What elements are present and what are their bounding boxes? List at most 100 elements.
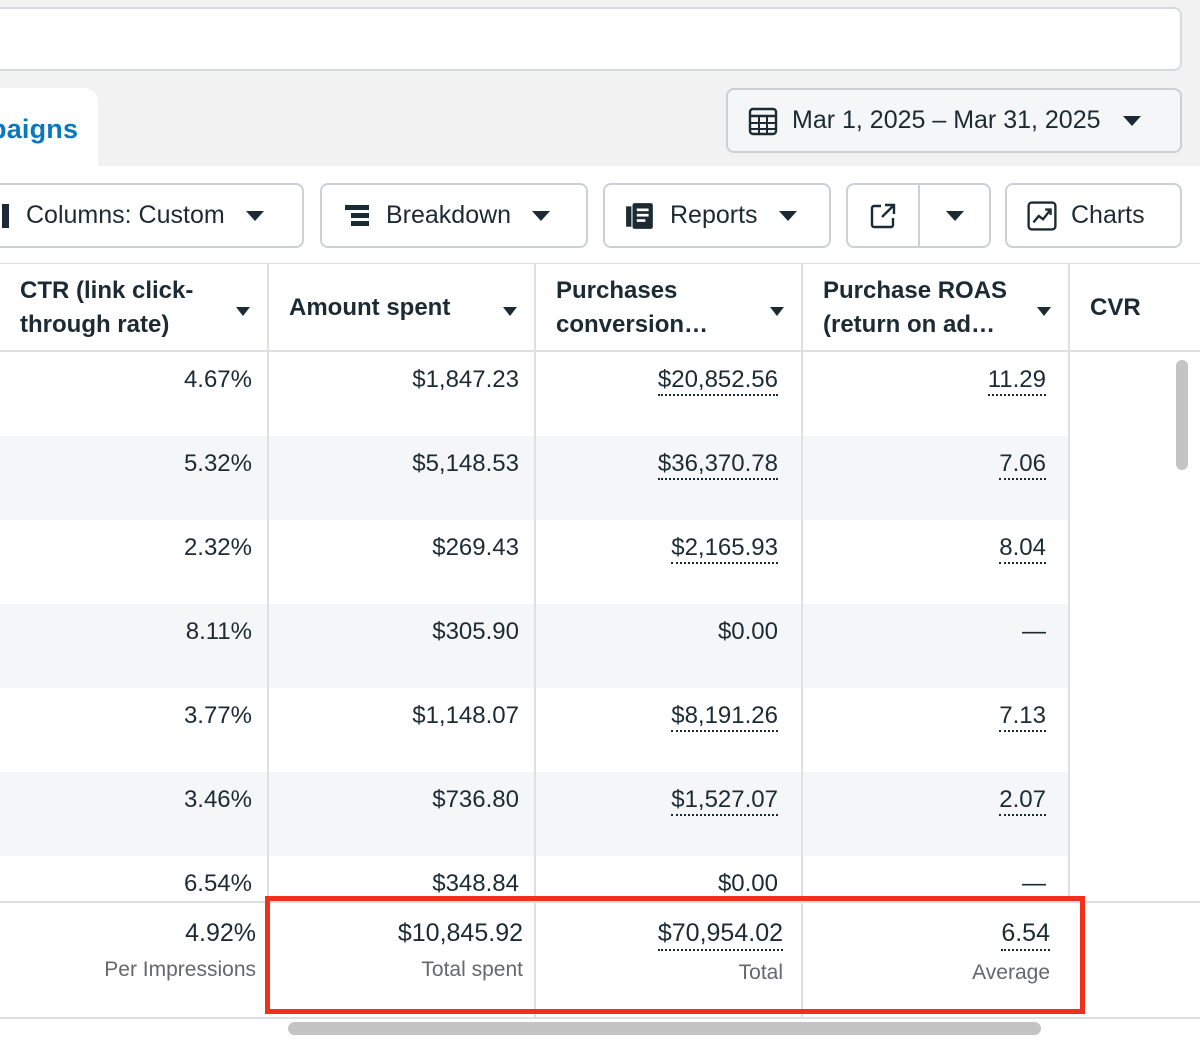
export-dropdown-button[interactable]	[920, 185, 989, 246]
column-header-cvr-label: CVR	[1090, 294, 1141, 321]
breakdown-icon	[345, 204, 369, 226]
column-header-amount-spent[interactable]: Amount spent	[269, 264, 536, 352]
export-button-group	[846, 183, 991, 248]
cell-value: $5,148.53	[412, 450, 519, 477]
chevron-down-icon	[245, 210, 264, 221]
table-cell-ctr: 2.32%	[184, 534, 252, 562]
column-header-ctr-label: CTR (link click- through rate)	[20, 274, 193, 342]
table-cell-purchases[interactable]: $1,527.07	[671, 786, 778, 816]
table-cell-amount: $736.80	[432, 786, 519, 814]
chevron-down-icon	[1122, 115, 1141, 126]
reports-button[interactable]: Reports	[603, 183, 831, 248]
column-header-roas-label: Purchase ROAS (return on ad…	[823, 274, 1007, 342]
table-row[interactable]: 6.54% $348.84 $0.00 —	[0, 856, 1068, 940]
sort-caret-icon[interactable]	[236, 307, 250, 316]
column-divider	[1068, 352, 1070, 902]
cell-value: —	[1022, 870, 1046, 897]
reports-label: Reports	[670, 201, 758, 229]
table-cell-amount: $269.43	[432, 534, 519, 562]
table-row[interactable]: 2.32% $269.43 $2,165.93 8.04	[0, 520, 1068, 604]
total-amount-spent: $10,845.92 Total spent	[398, 919, 523, 982]
breakdown-button[interactable]: Breakdown	[320, 183, 588, 248]
sort-caret-icon[interactable]	[503, 307, 517, 316]
cell-value: 2.32%	[183, 534, 252, 561]
cell-value: $1,847.23	[412, 366, 519, 393]
table-cell-amount: $1,847.23	[412, 366, 519, 394]
table-cell-purchases[interactable]: $8,191.26	[671, 702, 778, 732]
table-row[interactable]: 4.67% $1,847.23 $20,852.56 11.29	[0, 352, 1068, 436]
table-cell-roas[interactable]: —	[1022, 870, 1046, 898]
table-cell-purchases[interactable]: $0.00	[718, 870, 778, 898]
table-cell-ctr: 5.32%	[184, 450, 252, 478]
table-row[interactable]: 3.77% $1,148.07 $8,191.26 7.13	[0, 688, 1068, 772]
table-cell-purchases[interactable]: $36,370.78	[657, 450, 778, 480]
columns-button[interactable]: Columns: Custom	[0, 183, 304, 248]
tab-campaigns[interactable]: paigns	[0, 88, 98, 180]
table-cell-roas[interactable]: 11.29	[987, 366, 1046, 396]
cell-value: 6.54%	[183, 870, 252, 897]
column-header-line: conversion…	[556, 311, 709, 338]
totals-row: 4.92% Per Impressions $10,845.92 Total s…	[0, 901, 1200, 1019]
cell-value: 7.13	[999, 702, 1046, 732]
column-header-purchases[interactable]: Purchases conversion…	[536, 264, 803, 352]
cell-value: $20,852.56	[657, 366, 778, 396]
table-cell-roas[interactable]: 7.13	[999, 702, 1046, 732]
cell-value: —	[1022, 618, 1046, 645]
column-header-roas[interactable]: Purchase ROAS (return on ad…	[803, 264, 1070, 352]
search-bar[interactable]	[0, 7, 1182, 71]
table-cell-roas[interactable]: 2.07	[999, 786, 1046, 816]
sort-caret-icon[interactable]	[1037, 307, 1051, 316]
sort-caret-icon[interactable]	[770, 307, 784, 316]
total-amount-value: $10,845.92	[397, 919, 523, 947]
columns-label: Columns: Custom	[26, 201, 225, 229]
chevron-down-icon	[778, 210, 797, 221]
table-cell-purchases[interactable]: $20,852.56	[657, 366, 778, 396]
cell-value: $1,527.07	[671, 786, 778, 816]
reports-icon	[626, 202, 653, 229]
total-roas-value[interactable]: 6.54	[1001, 919, 1050, 951]
table-cell-roas[interactable]: 8.04	[999, 534, 1046, 564]
cell-value: $8,191.26	[671, 702, 778, 732]
total-roas: 6.54 Average	[972, 919, 1050, 985]
column-header-line: CTR (link click-	[20, 277, 194, 304]
total-ctr-label: Per Impressions	[104, 958, 256, 981]
total-purchases-label: Total	[738, 961, 783, 984]
date-range-button[interactable]: Mar 1, 2025 – Mar 31, 2025	[726, 88, 1182, 153]
vertical-scrollbar[interactable]	[1176, 360, 1188, 470]
table-cell-ctr: 4.67%	[184, 366, 252, 394]
column-header-ctr[interactable]: CTR (link click- through rate)	[0, 264, 269, 352]
total-purchases-value[interactable]: $70,954.02	[657, 919, 783, 951]
cell-value: 8.11%	[185, 618, 252, 645]
cell-value: 3.77%	[183, 702, 252, 729]
cell-value: 3.46%	[183, 786, 252, 813]
table-cell-amount: $5,148.53	[412, 450, 519, 478]
cell-value: 7.06	[999, 450, 1046, 480]
table-cell-ctr: 3.46%	[184, 786, 252, 814]
cell-value: $1,148.07	[412, 702, 519, 729]
table-cell-purchases[interactable]: $0.00	[718, 618, 778, 646]
cell-value: $269.43	[432, 534, 519, 561]
cell-value: $736.80	[432, 786, 519, 813]
table-cell-amount: $348.84	[432, 870, 519, 898]
column-header-cvr[interactable]: CVR	[1070, 264, 1200, 352]
column-divider	[801, 352, 803, 902]
cell-value: 11.29	[987, 366, 1046, 396]
table-cell-amount: $305.90	[432, 618, 519, 646]
cell-value: $305.90	[432, 618, 519, 645]
table-cell-ctr: 6.54%	[184, 870, 252, 898]
charts-button[interactable]: Charts	[1005, 183, 1182, 248]
cell-value: $36,370.78	[657, 450, 778, 480]
cell-value: $0.00	[717, 870, 778, 897]
total-roas-label: Average	[972, 961, 1050, 984]
table-cell-roas[interactable]: 7.06	[999, 450, 1046, 480]
horizontal-scrollbar[interactable]	[288, 1022, 1041, 1035]
cell-value: 2.07	[999, 786, 1046, 816]
total-amount-label: Total spent	[421, 958, 523, 981]
cell-value: 4.67%	[183, 366, 252, 393]
date-range-label: Mar 1, 2025 – Mar 31, 2025	[792, 106, 1101, 134]
export-button[interactable]	[848, 185, 920, 246]
table-cell-roas[interactable]: —	[1022, 618, 1046, 646]
table-cell-amount: $1,148.07	[412, 702, 519, 730]
column-header-purchases-label: Purchases conversion…	[556, 274, 708, 342]
table-cell-purchases[interactable]: $2,165.93	[671, 534, 778, 564]
